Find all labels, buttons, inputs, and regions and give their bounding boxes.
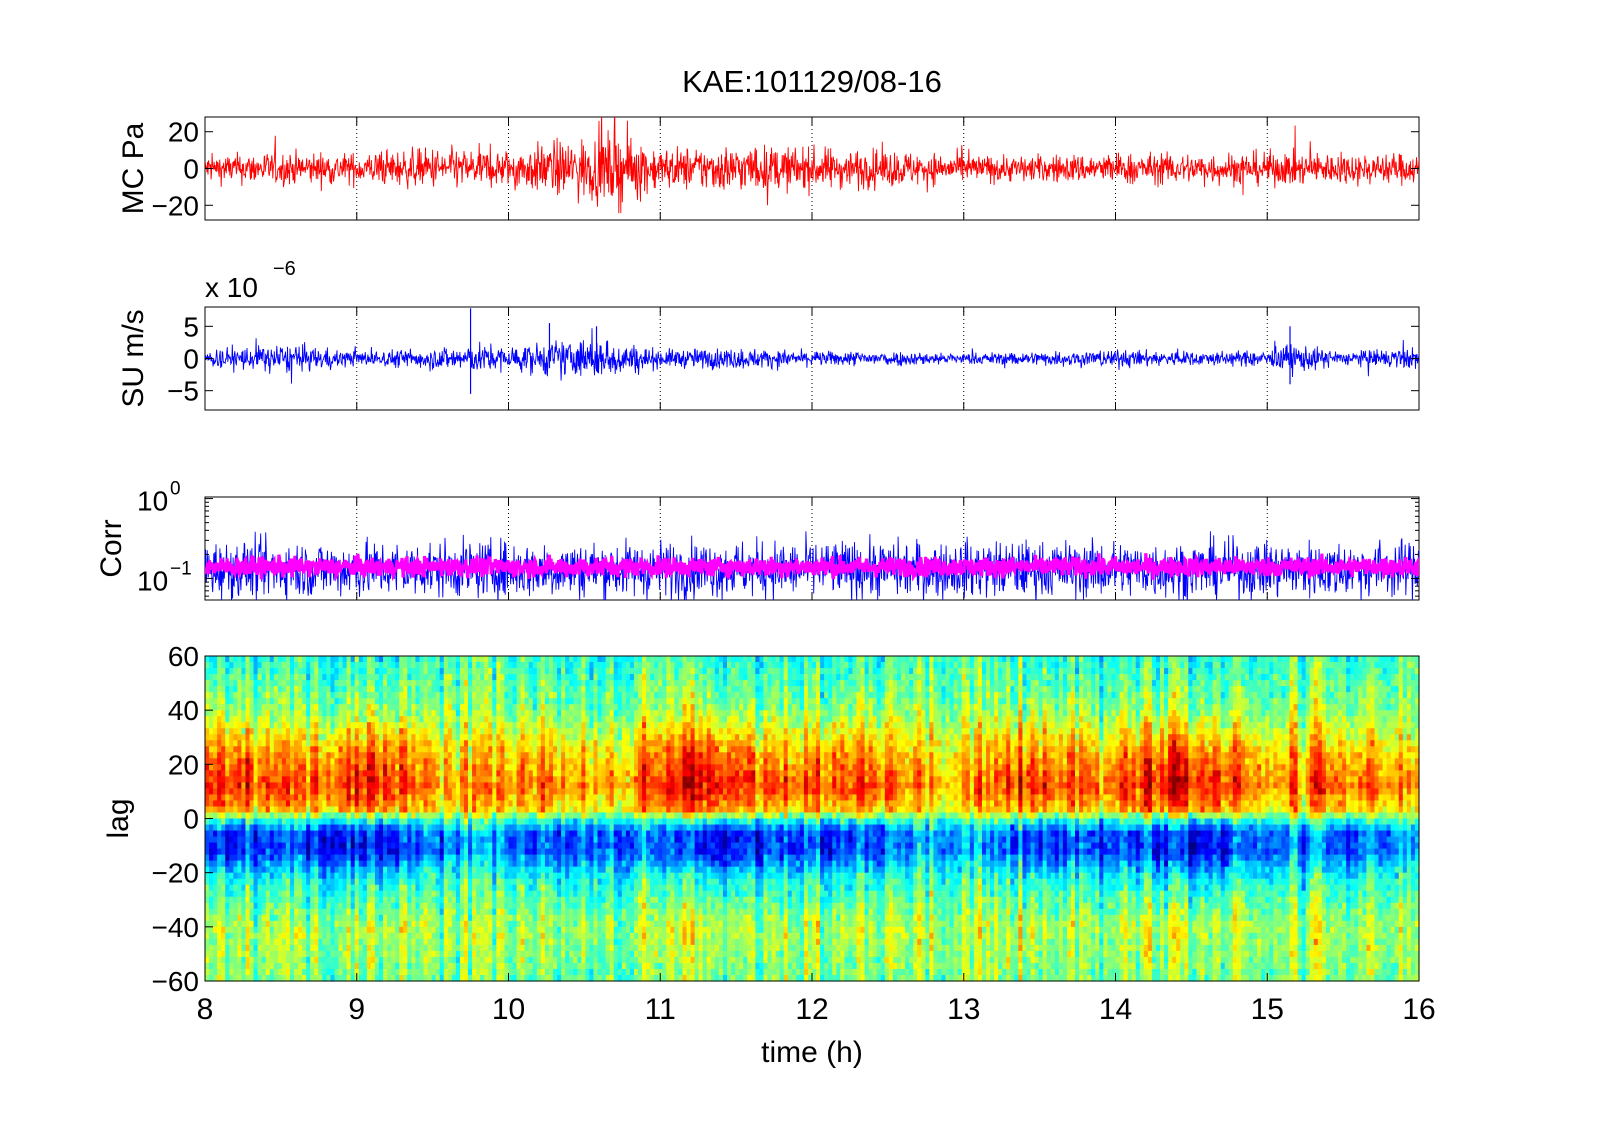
axes-0: −20 0 20 MC Pa xyxy=(117,116,1420,221)
x-tick-label: 8 xyxy=(197,993,214,1026)
y-tick-label: 20 xyxy=(168,749,199,780)
axes-3: 8 9 10 11 12 13 14 15 16 −60 −40 −20 0 20 40 60 lag xyxy=(102,641,1436,1026)
figure-title: KAE:101129/08-16 xyxy=(682,64,942,99)
x-tick-label: 12 xyxy=(795,993,828,1026)
axes-1: −505 SU m/s x 10 −6 xyxy=(117,258,1420,411)
y-tick-label-exponent: −1 xyxy=(170,558,192,579)
x-tick-label: 16 xyxy=(1402,993,1435,1026)
y-axis-label: MC Pa xyxy=(117,122,150,214)
y-tick-label: 5 xyxy=(183,311,199,342)
series-line xyxy=(205,552,1419,582)
y-tick-label: −5 xyxy=(167,376,199,407)
y-tick-label: 40 xyxy=(168,695,199,726)
y-tick-label: 0 xyxy=(183,344,199,375)
y-axis-label: SU m/s xyxy=(117,309,150,407)
y-tick-label-base: 10 xyxy=(137,486,168,517)
heatmap-cells xyxy=(205,656,1420,982)
axis-multiplier: x 10 xyxy=(205,272,258,303)
axis-multiplier-exponent: −6 xyxy=(273,258,296,280)
y-tick-label: 0 xyxy=(183,154,199,185)
y-axis-label: Corr xyxy=(95,519,128,577)
y-tick-label: 20 xyxy=(168,117,199,148)
x-tick-label: 9 xyxy=(348,993,365,1026)
y-tick-label: −60 xyxy=(152,966,200,997)
x-tick-label: 15 xyxy=(1251,993,1284,1026)
y-tick-label-exponent: 0 xyxy=(170,479,181,500)
y-axis-label: lag xyxy=(102,798,135,838)
y-tick-label: −20 xyxy=(152,190,200,221)
x-axis-label: time (h) xyxy=(761,1036,863,1069)
y-tick-label-base: 10 xyxy=(137,565,168,596)
y-tick-label: −20 xyxy=(152,858,200,889)
y-tick-label: 0 xyxy=(183,804,199,835)
x-tick-label: 14 xyxy=(1099,993,1132,1026)
series-line xyxy=(205,117,1419,214)
y-tick-label: 60 xyxy=(168,641,199,672)
x-tick-label: 10 xyxy=(492,993,525,1026)
x-tick-label: 13 xyxy=(947,993,980,1026)
x-tick-label: 11 xyxy=(645,993,676,1026)
series-line xyxy=(205,328,1419,384)
y-tick-label: −40 xyxy=(152,912,200,943)
